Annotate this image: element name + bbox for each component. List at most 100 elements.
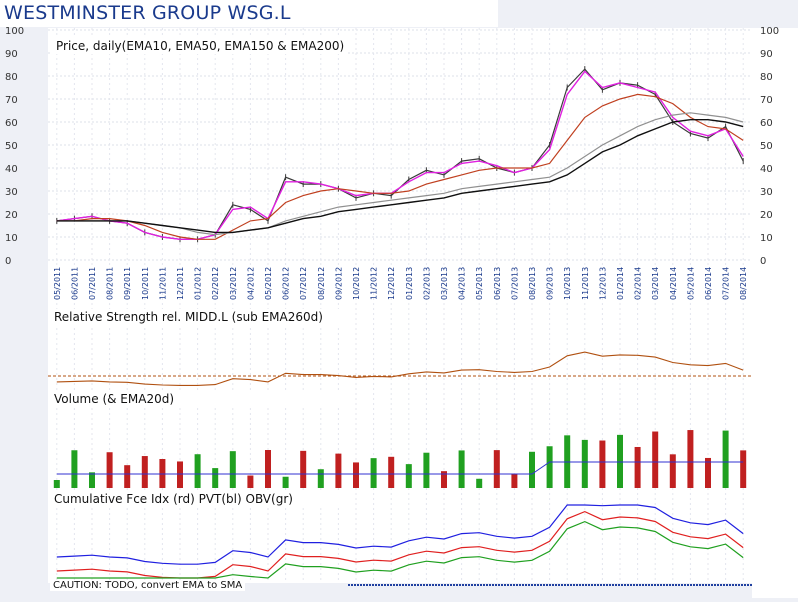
x-tick-label: 05/2013: [475, 267, 484, 300]
y-tick-label: 90: [760, 49, 773, 60]
y-tick-label: 80: [760, 72, 773, 83]
price-panel-label: Price, daily(EMA10, EMA50, EMA150 & EMA2…: [52, 38, 349, 54]
y-ticks-left: 0 10 20 30 40 50 60 70 80 90 100: [5, 26, 24, 267]
x-tick-label: 12/2013: [598, 267, 607, 300]
volume-bar: [106, 452, 113, 488]
x-tick-label: 05/2014: [686, 267, 695, 300]
y-tick-label: 90: [5, 49, 18, 60]
caution-note: CAUTION: TODO, convert EMA to SMA: [50, 580, 246, 591]
volume-bar: [458, 450, 465, 488]
y-tick-label: 100: [760, 26, 779, 37]
x-tick-label: 02/2012: [211, 267, 220, 300]
x-tick-label: 03/2012: [229, 267, 238, 300]
plot-background: [48, 28, 752, 583]
volume-bar: [405, 464, 412, 488]
y-tick-label: 100: [5, 26, 24, 37]
y-tick-label: 10: [5, 233, 18, 244]
volume-bar: [247, 475, 254, 488]
y-tick-label: 20: [760, 210, 773, 221]
x-tick-label: 08/2011: [106, 267, 115, 300]
x-tick-label: 05/2011: [53, 267, 62, 300]
x-tick-label: 08/2014: [739, 267, 748, 300]
y-tick-label: 80: [5, 72, 18, 83]
flow-panel-label: Cumulative Fce Idx (rd) PVT(bl) OBV(gr): [50, 491, 354, 507]
y-tick-label: 60: [760, 118, 773, 129]
x-tick-label: 11/2012: [370, 267, 379, 300]
volume-bar: [229, 451, 236, 488]
y-tick-label: 70: [760, 95, 773, 106]
volume-bar: [124, 465, 131, 488]
obv-line: [56, 520, 744, 579]
x-tick-label: 01/2012: [194, 267, 203, 300]
x-tick-label: 06/2012: [282, 267, 291, 300]
volume-bar: [53, 480, 60, 488]
x-tick-label: 10/2011: [141, 267, 150, 300]
series-line-ema200: [56, 119, 744, 234]
volume-bar: [89, 472, 95, 488]
x-tick-label: 01/2013: [405, 267, 414, 300]
rs-line: [56, 351, 744, 386]
x-tick-label: 09/2011: [123, 267, 132, 300]
volume-bar: [493, 450, 500, 488]
volume-panel: [53, 430, 747, 488]
title-box: WESTMINSTER GROUP WSG.L: [0, 0, 498, 27]
y-tick-label: 10: [760, 233, 773, 244]
x-tick-label: 07/2011: [88, 267, 97, 300]
volume-bar: [581, 439, 588, 488]
y-ticks-right: 0 10 20 30 40 50 60 70 80 90 100: [760, 26, 779, 267]
chart-title: WESTMINSTER GROUP WSG.L: [4, 2, 291, 24]
x-tick-label: 07/2014: [722, 267, 731, 300]
price-series: [56, 66, 744, 243]
volume-bar: [722, 430, 729, 488]
volume-bar: [617, 434, 623, 488]
volume-bar: [265, 450, 271, 488]
volume-bar: [599, 440, 606, 488]
right-axis-background: [752, 28, 798, 598]
relative-strength-panel: [48, 351, 752, 386]
volume-bar: [300, 450, 307, 488]
x-tick-label: 06/2013: [493, 267, 502, 300]
y-tick-label: 70: [5, 95, 18, 106]
x-ticks: 05/2011 06/2011 07/2011 08/2011 09/2011 10/20…: [53, 267, 748, 300]
volume-bar: [634, 446, 641, 488]
volume-bar: [370, 458, 377, 488]
x-tick-label: 12/2011: [176, 267, 185, 300]
volume-panel-label: Volume (& EMA20d): [50, 391, 354, 407]
volume-bar: [317, 469, 324, 488]
volume-bar: [194, 454, 201, 488]
y-tick-label: 20: [5, 210, 18, 221]
x-tick-label: 11/2013: [581, 267, 590, 300]
rs-panel-label: Relative Strength rel. MIDD.L (sub EMA26…: [50, 309, 354, 325]
x-tick-label: 01/2014: [616, 267, 625, 300]
volume-bar: [529, 451, 535, 488]
x-tick-label: 07/2013: [510, 267, 519, 300]
volume-bar: [740, 450, 747, 488]
y-tick-label: 50: [760, 141, 773, 152]
y-tick-label: 60: [5, 118, 18, 129]
x-tick-label: 05/2012: [264, 267, 273, 300]
x-tick-label: 09/2013: [546, 267, 555, 300]
x-tick-label: 02/2014: [634, 267, 643, 300]
x-tick-label: 04/2014: [669, 267, 678, 300]
x-tick-label: 04/2013: [458, 267, 467, 300]
volume-bar: [282, 476, 289, 488]
volume-bar: [669, 454, 676, 488]
volume-bar: [546, 446, 553, 488]
volume-bar: [687, 430, 694, 488]
series-line-ema10: [56, 70, 744, 240]
volume-bar: [705, 457, 711, 488]
x-tick-label: 06/2011: [70, 267, 79, 300]
y-tick-label: 40: [5, 164, 18, 175]
y-tick-label: 50: [5, 141, 18, 152]
volume-ema-line: [56, 461, 744, 475]
x-tick-label: 11/2011: [158, 267, 167, 300]
x-tick-label: 12/2012: [387, 267, 396, 300]
x-tick-label: 03/2013: [440, 267, 449, 300]
volume-bar: [71, 450, 78, 488]
volume-bar: [476, 478, 483, 488]
grid: [48, 28, 752, 583]
volume-bar: [441, 471, 447, 488]
volume-bar: [423, 452, 430, 488]
x-tick-label: 07/2012: [299, 267, 308, 300]
